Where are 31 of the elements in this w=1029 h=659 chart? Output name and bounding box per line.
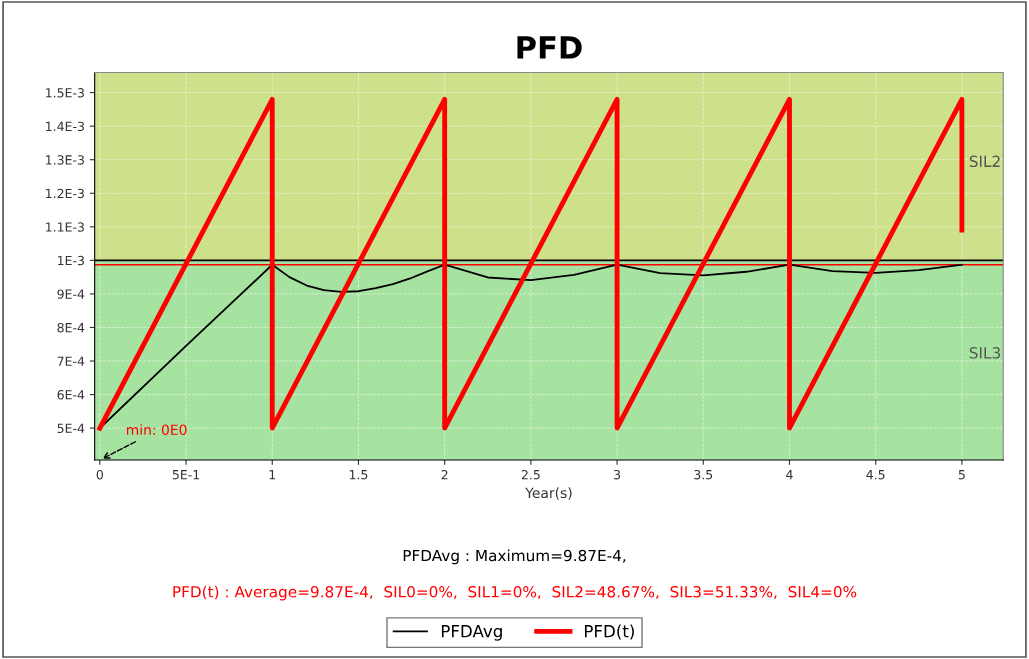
x-tick-label: 2.5 bbox=[521, 469, 540, 480]
chart-title: PFD bbox=[517, 36, 582, 59]
x-tick-label: 0 bbox=[96, 469, 103, 480]
x-tick-label: 4 bbox=[786, 470, 793, 480]
y-tick-label: 1.1E-3 bbox=[46, 222, 84, 232]
x-tick-label: 2 bbox=[441, 469, 448, 480]
x-tick-label: 4.5 bbox=[866, 470, 885, 480]
band-label: SIL2 bbox=[969, 155, 1000, 168]
y-tick-label: 5E-4 bbox=[57, 423, 85, 434]
x-tick-label: 1 bbox=[269, 470, 276, 480]
y-tick-label: 7E-4 bbox=[57, 356, 85, 366]
band-label: SIL3 bbox=[969, 347, 1000, 359]
annotation: min: 0E0 bbox=[126, 424, 187, 436]
y-tick-label: 6E-4 bbox=[57, 390, 85, 400]
y-tick-label: 8E-4 bbox=[57, 322, 85, 333]
y-tick-label: 9E-4 bbox=[57, 289, 85, 299]
x-axis-title: Year(s) bbox=[525, 487, 572, 500]
legend-label: PFD(t) bbox=[584, 624, 634, 640]
text: PFDAvg : Maximum=9.87E-4, bbox=[403, 549, 626, 565]
x-tick-label: 5 bbox=[958, 470, 965, 480]
x-tick-label: 1.5 bbox=[349, 470, 368, 480]
legend-label: PFDAvg bbox=[441, 625, 502, 641]
text: PFD(t) : Average=9.87E-4, SIL0=0%, SIL1=0%, SIL2=48.67%, SIL3=51.33%, SIL4=0% bbox=[173, 585, 857, 601]
y-tick-label: 1.3E-3 bbox=[46, 155, 84, 165]
x-tick-label: 3.5 bbox=[694, 469, 713, 480]
y-tick-label: 1.2E-3 bbox=[46, 188, 84, 199]
y-tick-label: 1.4E-3 bbox=[46, 121, 84, 132]
x-tick-label: 3 bbox=[614, 469, 621, 480]
y-tick-label: 1.5E-3 bbox=[46, 88, 84, 98]
y-tick-label: 1E-3 bbox=[58, 255, 84, 266]
x-tick-label: 5E-1 bbox=[172, 470, 200, 480]
